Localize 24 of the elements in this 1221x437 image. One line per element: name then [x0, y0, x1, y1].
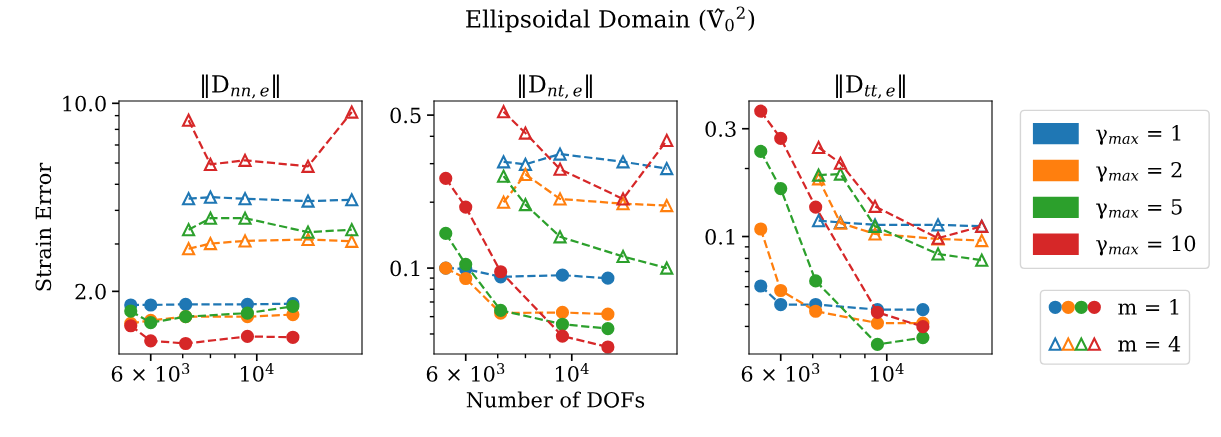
- chart-title: ‖D$_{tt,e}$‖: [836, 74, 905, 99]
- legend-label: γ$_{max}$ = 5: [1096, 199, 1182, 219]
- x-tick-label: 10$^{4}$: [870, 363, 904, 382]
- y-tick-label: 0.1: [705, 228, 735, 245]
- x-tick-label: 6 × 10$^{3}$: [741, 363, 820, 382]
- y-tick-label: 0.1: [390, 260, 420, 277]
- legend-label: γ$_{max}$ = 1: [1096, 125, 1181, 145]
- chart-title: ‖D$_{nn,e}$‖: [202, 74, 279, 99]
- y-tick-label: 10.0: [63, 95, 106, 112]
- x-axis-title: Number of DOFs: [466, 391, 645, 408]
- y-tick-label: 0.3: [705, 121, 736, 137]
- y-axis-title: Strain Error: [35, 162, 52, 291]
- text: m = 4: [1118, 335, 1181, 352]
- x-tick-label: 6 × 10$^{3}$: [426, 363, 505, 382]
- legend-label: γ$_{max}$ = 2: [1096, 161, 1182, 182]
- x-tick-label: 6 × 10$^{3}$: [111, 363, 190, 382]
- text: Ellipsoidal Domain (V̂$_{0}$$^{2}$): [466, 6, 755, 33]
- y-tick-label: 2.0: [75, 283, 106, 300]
- legend-label: γ$_{max}$ = 10: [1096, 235, 1196, 256]
- y-tick-label: 0.5: [390, 107, 421, 124]
- x-tick-label: 10$^{4}$: [555, 363, 589, 382]
- text: m = 1: [1118, 299, 1179, 315]
- x-tick-label: 10$^{4}$: [240, 363, 274, 382]
- chart-title: ‖D$_{nt,e}$‖: [519, 74, 592, 99]
